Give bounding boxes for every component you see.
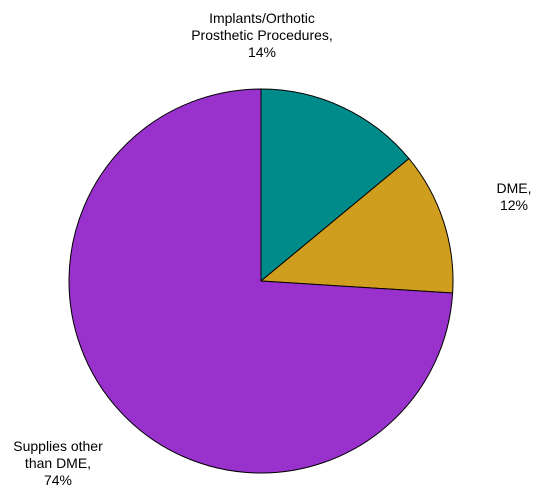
pie-slice-dme (259, 157, 454, 294)
slice-label-implants: Implants/Orthotic Prosthetic Procedures,… (191, 10, 333, 60)
slice-label-supplies: Supplies other than DME, 74% (13, 438, 103, 488)
slice-label-dme: DME, 12% (496, 180, 532, 213)
pie-slice-implants (260, 88, 410, 283)
pie-slice-supplies (68, 88, 454, 474)
